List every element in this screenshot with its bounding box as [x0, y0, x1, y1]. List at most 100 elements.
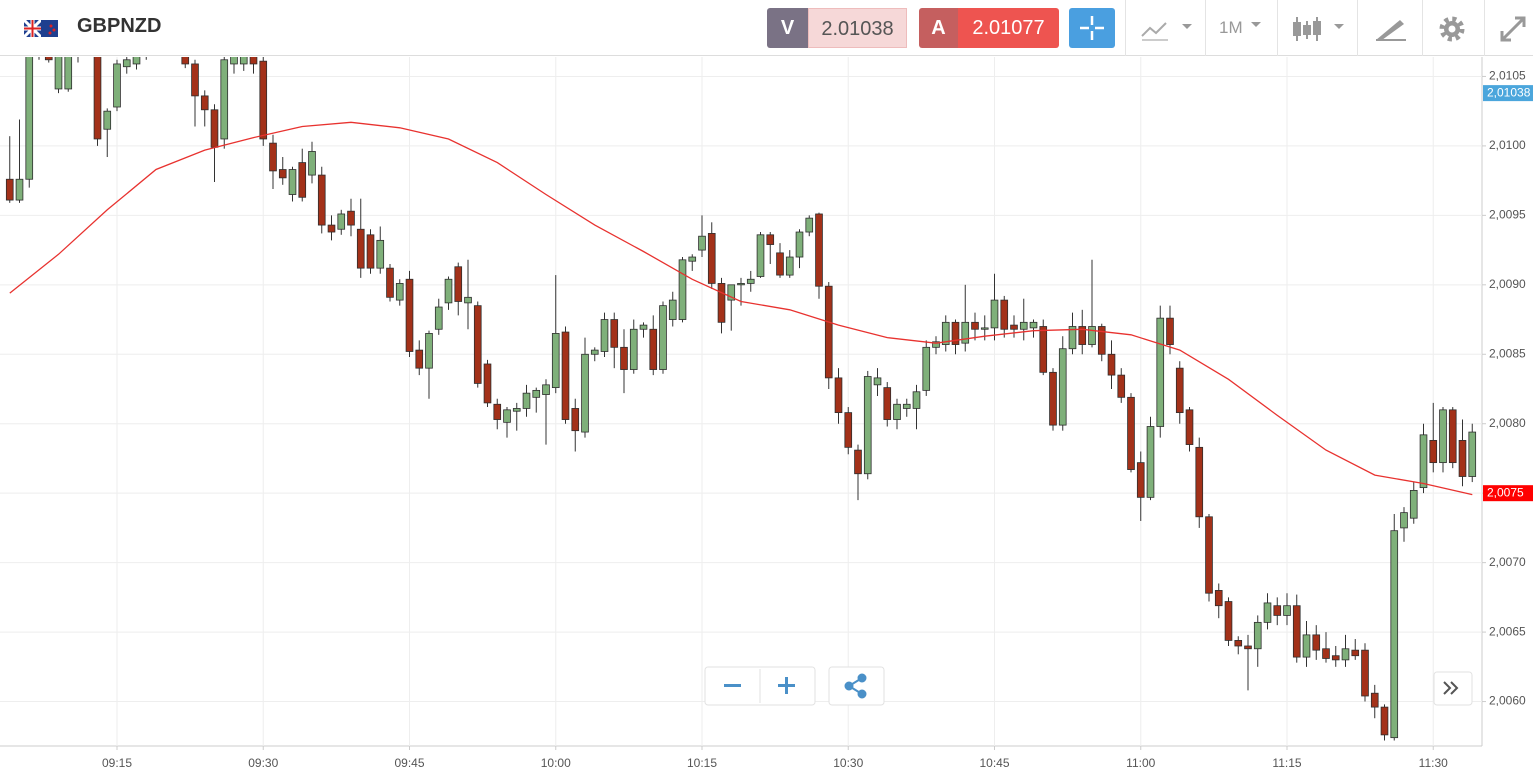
buy-label[interactable]: A	[919, 8, 958, 48]
candle-body	[1331, 655, 1340, 661]
candle-body	[1419, 434, 1428, 489]
candle-body	[795, 231, 804, 258]
candle-body	[444, 278, 453, 304]
x-tick-label: 10:45	[979, 756, 1009, 770]
crosshair-button[interactable]	[1069, 8, 1115, 48]
candle-body	[1351, 649, 1360, 657]
x-tick-label: 09:30	[248, 756, 278, 770]
candle-body	[1273, 605, 1282, 616]
candle-body	[44, 57, 53, 61]
settings-button[interactable]	[1437, 14, 1467, 44]
candle-body	[1175, 367, 1184, 414]
candle-body	[181, 57, 190, 65]
candle-body	[298, 162, 307, 198]
sell-price[interactable]: 2.01038	[808, 8, 907, 48]
candle-body	[464, 296, 472, 304]
candle-body	[971, 321, 979, 330]
candle-body	[269, 142, 277, 172]
candle-body	[980, 327, 989, 330]
flag-icon	[24, 20, 58, 37]
candle-body	[1214, 590, 1223, 607]
separator	[1205, 0, 1206, 56]
candle-body	[356, 228, 365, 269]
candle-body	[688, 256, 697, 262]
axes: 2,0060 2,0065 2,0070 2,0075 2,0080 2,0085 2,00…	[102, 69, 1533, 770]
share-box[interactable]	[828, 666, 885, 706]
candle-body	[610, 319, 619, 348]
candle-body	[1058, 348, 1067, 426]
candle-body	[883, 387, 892, 420]
candle-body	[376, 239, 385, 269]
candle-body	[1136, 462, 1145, 498]
separator	[1422, 0, 1423, 56]
candle-body	[1000, 299, 1009, 330]
x-tick-label: 11:00	[1126, 756, 1155, 770]
candle-body	[1049, 371, 1057, 426]
candle-body	[649, 328, 658, 370]
zoom-out[interactable]	[724, 684, 741, 687]
candle-body	[366, 234, 375, 269]
y-tick-label: 2,0065	[1489, 624, 1526, 638]
candle-body	[707, 233, 716, 284]
candle-body	[824, 285, 833, 379]
symbol: GBPNZD	[77, 15, 162, 37]
candle-body	[1029, 321, 1038, 329]
candle-body	[668, 299, 677, 320]
candle-body	[561, 331, 570, 420]
candle-body	[727, 284, 736, 301]
chart-type-button[interactable]	[1140, 16, 1196, 42]
candle-body	[434, 306, 443, 330]
candle-body	[815, 213, 823, 287]
sell-label[interactable]: V	[767, 8, 808, 48]
separator	[1484, 0, 1485, 56]
y-tick-label: 2,0060	[1489, 694, 1526, 708]
zoom-in[interactable]	[778, 677, 795, 694]
timeframe[interactable]: 1M	[1219, 18, 1243, 37]
fullscreen-button[interactable]	[1499, 15, 1527, 43]
drawing-button[interactable]	[1374, 16, 1408, 42]
candle-body	[493, 403, 502, 420]
candle-body	[1292, 605, 1301, 658]
candle-body	[337, 213, 346, 230]
candle-body	[113, 63, 121, 108]
candle-body	[1448, 409, 1457, 464]
candle-body	[503, 409, 511, 423]
candle-body	[1244, 645, 1252, 650]
candle-body	[737, 283, 745, 286]
caret	[1251, 22, 1261, 27]
candle-body	[1468, 431, 1477, 477]
candle-body	[776, 252, 784, 276]
candle-body	[415, 349, 424, 369]
candle-body	[532, 389, 541, 398]
candle-body	[1088, 326, 1096, 345]
candle-body	[590, 349, 599, 355]
scroll-end[interactable]	[1433, 671, 1473, 706]
candle-body	[122, 59, 131, 68]
candle-body	[425, 333, 433, 369]
x-tick-label: 10:00	[541, 756, 571, 770]
candle-body	[1117, 374, 1126, 398]
candle-body	[25, 57, 34, 180]
plot-area	[5, 57, 1477, 741]
candle-type-button[interactable]	[1292, 14, 1348, 44]
candle-body	[64, 57, 73, 90]
candle-body	[5, 178, 14, 201]
candle-body	[1302, 634, 1311, 658]
candle-body	[1400, 512, 1408, 529]
x-tick-label: 11:15	[1272, 756, 1301, 770]
candle-body	[278, 169, 287, 179]
candle-body	[93, 57, 102, 140]
buy-price[interactable]: 2.01077	[958, 8, 1059, 48]
candle-body	[581, 353, 589, 433]
x-tick-label: 11:30	[1419, 756, 1448, 770]
separator	[1357, 0, 1358, 56]
separator	[1125, 0, 1126, 56]
price-tag-label: 2,01038	[1487, 85, 1531, 99]
candle-body	[395, 283, 404, 301]
candle-body	[1429, 439, 1438, 464]
candle-body	[1341, 648, 1350, 661]
candle-body	[1127, 396, 1135, 470]
candle-body	[698, 235, 706, 251]
candle-body	[659, 305, 667, 370]
